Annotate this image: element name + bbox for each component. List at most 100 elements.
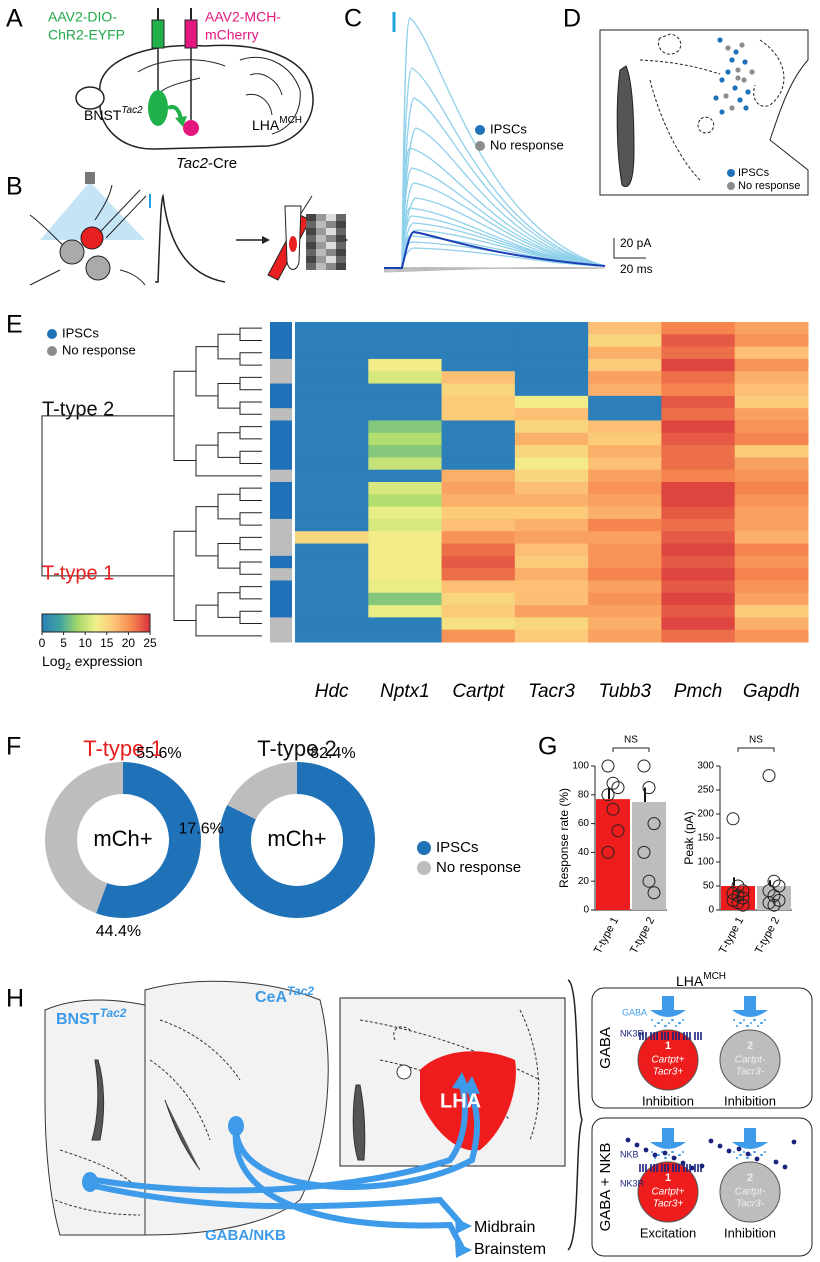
small-label: NK3R <box>620 1028 645 1038</box>
cluster-label: T-type 1 <box>42 562 114 584</box>
legend-label: IPSCs <box>62 325 99 340</box>
response-cell <box>270 408 292 421</box>
grid-cell <box>326 263 336 270</box>
response-cell <box>270 371 292 385</box>
heat-cell <box>514 555 589 569</box>
heat-cell <box>734 555 809 569</box>
heat-cell <box>661 531 736 545</box>
response-cell <box>270 420 292 434</box>
response-cell <box>270 617 292 631</box>
virus-label: AAV2-DIO- <box>48 9 117 25</box>
legend-swatch <box>727 169 735 177</box>
gaba-dot <box>746 1025 748 1027</box>
significance-bracket <box>737 747 775 752</box>
cell-label: Tacr3- <box>736 1067 765 1078</box>
receptor <box>639 1032 647 1040</box>
grid-cell <box>336 256 346 263</box>
x-tick-label: T-type 2 <box>628 915 657 956</box>
colorbar-step <box>80 614 83 632</box>
gaba-dot <box>764 1151 766 1153</box>
gaba-dot <box>678 1154 680 1156</box>
bar <box>596 799 630 910</box>
nkb-dot <box>625 1137 631 1143</box>
heat-cell <box>368 629 443 643</box>
response-cell <box>270 518 292 532</box>
donut-slice <box>227 762 297 820</box>
neuron <box>59 239 85 265</box>
colorbar-step <box>108 614 111 632</box>
colorbar-step <box>52 614 55 632</box>
legend-label: IPSCs <box>738 167 770 179</box>
condition-label: GABA + NKB <box>597 1143 614 1232</box>
y-tick-label: 100 <box>697 857 714 868</box>
nkb-dot <box>708 1138 714 1144</box>
legend-label: IPSCs <box>490 121 527 136</box>
heat-cell <box>368 617 443 631</box>
heat-cell <box>441 482 516 495</box>
data-point <box>637 759 651 773</box>
legend-swatch <box>417 861 431 875</box>
cell-label: Tacr3- <box>736 1199 765 1210</box>
colorbar-step <box>70 614 73 632</box>
heat-cell <box>514 371 589 385</box>
heat-cell <box>661 358 736 372</box>
site-dot <box>749 69 755 75</box>
gaba-dot <box>651 1019 653 1021</box>
heat-cell <box>734 408 809 421</box>
colorbar-step <box>122 614 125 632</box>
gene-label: Tubb3 <box>599 681 652 702</box>
grid-cell <box>326 228 336 235</box>
heat-cell <box>368 445 443 458</box>
scale-bar <box>613 238 646 259</box>
heat-cell <box>734 605 809 618</box>
heat-cell <box>441 555 516 569</box>
region-name: BNST <box>84 107 122 123</box>
colorbar-step <box>60 614 63 632</box>
pipette-tip <box>299 195 313 216</box>
light-cone <box>40 184 145 240</box>
condition-label: GABA <box>597 1027 614 1069</box>
dendrogram <box>217 333 240 360</box>
heat-cell <box>734 457 809 471</box>
terminal-bulb <box>732 1010 768 1017</box>
colorbar-step <box>102 614 105 632</box>
heat-cell <box>295 531 369 545</box>
colorbar-step <box>104 614 107 632</box>
panel-label: E <box>6 311 23 339</box>
heat-cell <box>295 371 369 385</box>
heat-cell <box>588 531 662 545</box>
syringes <box>148 8 199 136</box>
receptor <box>672 1164 680 1172</box>
receptor <box>661 1032 669 1040</box>
arrow-head <box>455 1242 472 1258</box>
region-name: BNST <box>56 1011 100 1028</box>
heat-cell <box>441 543 516 557</box>
projection <box>92 1082 468 1194</box>
heat-cell <box>368 432 443 446</box>
grid-cell <box>316 221 326 228</box>
charts: Hdc Nptx1 Cartpt Tacr3 Tubb3 Pmch Gapdh IPSCs No… <box>39 322 809 956</box>
heat-cell <box>588 617 662 631</box>
colorbar-step <box>50 614 53 632</box>
value-label: 44.4% <box>96 923 141 940</box>
dendrogram <box>239 450 262 465</box>
colorbar-step <box>114 614 117 632</box>
heat-cell <box>441 518 516 532</box>
dendrogram <box>239 352 262 366</box>
neuron-recorded <box>80 226 104 250</box>
colorbar-step <box>76 614 79 632</box>
site-dot <box>725 45 731 51</box>
terminal <box>662 996 674 1010</box>
site-dot <box>741 77 747 83</box>
gaba-dot <box>757 1025 759 1027</box>
legend-swatch <box>47 346 57 356</box>
heat-cell <box>368 531 443 545</box>
gaba-dot <box>750 1022 752 1024</box>
significance-label: NS <box>624 735 638 746</box>
heat-cell <box>368 334 443 348</box>
heat-cell <box>368 346 443 360</box>
legend-swatch <box>475 141 485 151</box>
colorbar-tick-label: 10 <box>79 636 93 650</box>
panel-b <box>29 172 348 286</box>
data-point <box>606 776 620 790</box>
